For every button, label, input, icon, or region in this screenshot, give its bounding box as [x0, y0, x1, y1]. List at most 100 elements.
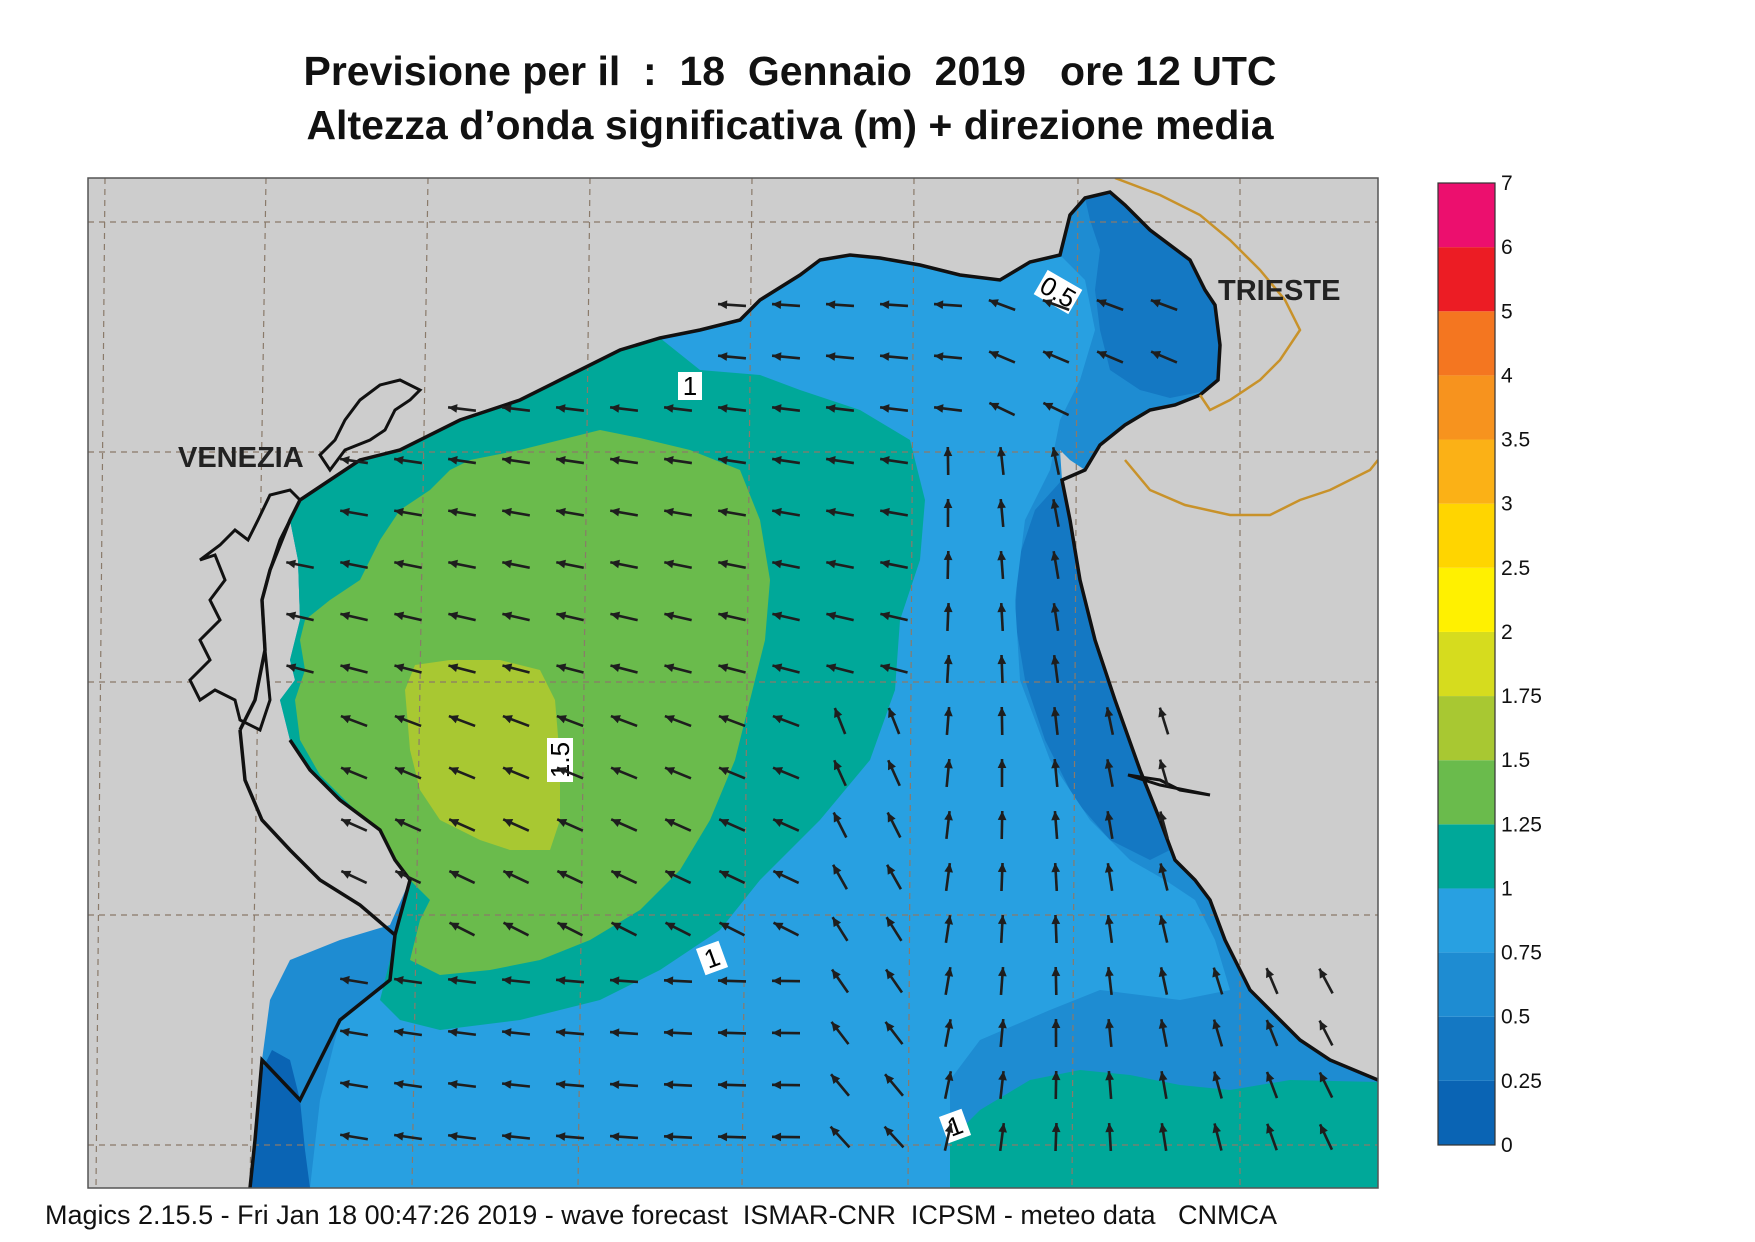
wave-arrow — [879, 507, 909, 517]
contour-label-1-north: 1 — [678, 371, 702, 401]
wave-arrow — [502, 869, 530, 885]
wave-arrow — [1105, 1018, 1114, 1048]
wave-arrow — [997, 602, 1007, 632]
zone-150 — [405, 660, 560, 850]
wave-arrow — [1050, 498, 1060, 528]
wave-arrow — [448, 559, 476, 570]
wave-arrow — [502, 714, 530, 728]
wave-arrow — [556, 921, 584, 937]
wave-arrow — [1266, 1123, 1278, 1151]
colorbar-swatch — [1438, 1080, 1495, 1145]
wave-arrow — [502, 611, 530, 622]
wave-arrow — [610, 869, 638, 885]
map-frame — [87, 177, 1379, 1189]
wave-arrow — [718, 818, 746, 832]
wave-arrow — [663, 1080, 693, 1090]
wave-arrow — [880, 663, 908, 674]
national-border — [1114, 178, 1378, 517]
wave-arrow — [771, 507, 801, 517]
wave-arrow — [1158, 1122, 1168, 1152]
wave-arrow — [1051, 914, 1061, 944]
wave-arrow — [997, 654, 1007, 684]
wave-arrow — [664, 611, 692, 622]
wave-arrow — [772, 921, 800, 937]
wave-arrow — [943, 602, 953, 632]
wave-arrow — [447, 1132, 477, 1141]
wave-arrow — [998, 1018, 1007, 1048]
wave-arrow — [340, 611, 368, 622]
wave-arrow — [887, 759, 901, 787]
wave-arrow — [393, 1079, 423, 1089]
wave-arrow — [663, 455, 693, 465]
wave-arrow — [1158, 759, 1170, 787]
colorbar-swatch — [1438, 696, 1495, 761]
wave-arrow — [943, 446, 953, 476]
wave-arrow — [1050, 602, 1060, 632]
colorbar-swatch — [1438, 567, 1495, 632]
wave-arrow — [339, 975, 369, 985]
wave-arrow — [394, 559, 422, 570]
wave-arrow — [717, 404, 747, 413]
wave-arrow — [1042, 298, 1070, 312]
wave-arrow — [286, 663, 314, 674]
svg-text:1: 1 — [683, 371, 697, 401]
wave-arrow — [1104, 810, 1114, 840]
wave-arrow — [609, 455, 639, 465]
wave-arrow — [997, 706, 1007, 736]
wave-arrow — [772, 869, 800, 885]
wave-arrow — [943, 550, 953, 580]
wave-arrow — [555, 1080, 585, 1089]
wave-arrow — [556, 818, 584, 832]
wave-arrow — [339, 1079, 369, 1089]
wave-arrow — [447, 1028, 477, 1037]
wave-arrow — [663, 976, 693, 986]
wave-arrow — [997, 914, 1007, 944]
wave-arrow — [1105, 914, 1114, 944]
wave-arrow — [501, 1080, 531, 1089]
wave-arrow — [502, 921, 530, 937]
colorbar-tick-label: 0.5 — [1501, 1006, 1530, 1029]
wave-arrow — [610, 818, 638, 832]
wave-arrow — [933, 404, 963, 413]
wave-arrow — [502, 559, 530, 570]
wave-arrow — [448, 921, 476, 937]
wave-arrow — [393, 975, 423, 985]
wave-arrow — [340, 714, 368, 728]
wave-arrow — [1051, 654, 1060, 684]
wave-arrow — [502, 818, 530, 832]
wave-arrow — [830, 1021, 850, 1045]
wave-arrow — [1096, 298, 1124, 312]
colorbar-tick-label: 1.75 — [1501, 685, 1542, 708]
wave-arrow — [933, 300, 963, 310]
wave-arrow — [879, 352, 909, 361]
wave-arrow — [610, 921, 638, 937]
wave-arrow — [501, 404, 531, 413]
wave-arrow — [884, 1073, 904, 1097]
colorbar-swatch — [1438, 952, 1495, 1017]
footer-credits: Magics 2.15.5 - Fri Jan 18 00:47:26 2019… — [45, 1200, 1277, 1230]
wave-arrow — [884, 968, 904, 994]
wave-arrow — [393, 507, 423, 517]
wave-arrow — [610, 766, 638, 780]
wave-arrow — [556, 559, 584, 570]
wave-arrow — [609, 1132, 639, 1141]
wave-arrow — [879, 300, 909, 310]
title-line-1: Previsione per il : 18 Gennaio 2019 ore … — [303, 48, 1277, 94]
wave-arrow — [447, 455, 477, 465]
wave-arrow — [718, 559, 746, 570]
wave-arrow — [339, 507, 369, 517]
wave-arrow — [771, 352, 801, 361]
wave-arrow — [944, 914, 954, 944]
wave-arrow — [1051, 810, 1060, 840]
colorbar-tick-label: 6 — [1501, 236, 1513, 259]
wave-arrow — [879, 455, 909, 465]
wave-arrow — [555, 976, 585, 985]
wave-arrow — [1265, 1071, 1279, 1099]
wave-arrow — [1318, 1019, 1334, 1047]
wave-arrow — [717, 300, 747, 310]
wave-arrow — [998, 966, 1007, 996]
wave-arrow — [1158, 863, 1169, 891]
wave-arrow — [997, 446, 1006, 476]
wave-arrow — [1051, 1070, 1061, 1100]
wave-arrow — [829, 1125, 851, 1149]
